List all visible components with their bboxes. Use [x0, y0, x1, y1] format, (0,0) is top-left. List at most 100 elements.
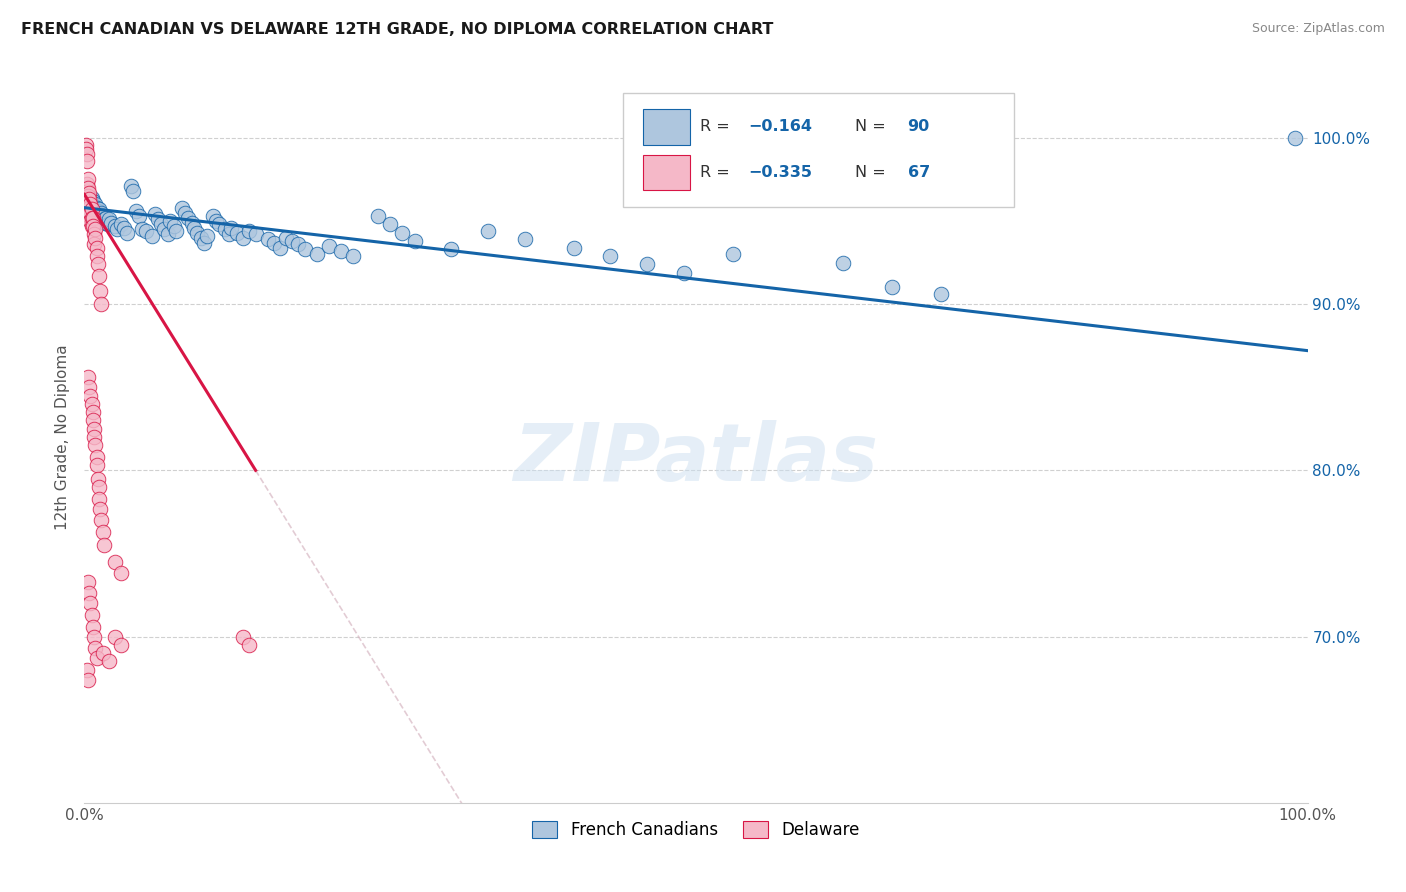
Point: [84, 222, 107, 236]
Point: [77, 172, 100, 186]
Text: −0.335: −0.335: [748, 165, 813, 180]
Point: [219, 220, 242, 235]
Point: [83, 630, 105, 644]
Point: [115, 226, 138, 240]
Point: [214, 222, 236, 236]
Bar: [644, 110, 690, 145]
Point: [477, 224, 499, 238]
Point: [76, 154, 98, 169]
Point: [636, 257, 658, 271]
Point: [125, 204, 148, 219]
Point: [263, 235, 285, 250]
Point: [156, 227, 179, 242]
Point: [91, 209, 114, 223]
Y-axis label: 12th Grade, No Diploma: 12th Grade, No Diploma: [55, 344, 70, 530]
Point: [218, 227, 240, 242]
Point: [75, 137, 97, 152]
Point: [77, 586, 100, 600]
Point: [80, 191, 103, 205]
Text: 67: 67: [908, 165, 929, 180]
Point: [831, 255, 853, 269]
Point: [1284, 131, 1306, 145]
Point: [208, 217, 231, 231]
Point: [84, 197, 107, 211]
Point: [226, 226, 249, 240]
Point: [79, 197, 101, 211]
Point: [86, 249, 108, 263]
Point: [80, 219, 103, 233]
Point: [91, 524, 114, 539]
Point: [172, 201, 194, 215]
Point: [122, 184, 145, 198]
Point: [105, 222, 128, 236]
Point: [79, 596, 101, 610]
Point: [77, 197, 100, 211]
Point: [97, 212, 120, 227]
Point: [173, 205, 195, 219]
Point: [82, 201, 104, 215]
Point: [287, 237, 309, 252]
Point: [305, 247, 328, 261]
Point: [86, 241, 108, 255]
Point: [94, 216, 117, 230]
Point: [342, 249, 364, 263]
Point: [128, 209, 150, 223]
Point: [76, 178, 98, 192]
Point: [89, 211, 111, 225]
Point: [80, 607, 103, 622]
Point: [183, 220, 205, 235]
Point: [83, 237, 105, 252]
Point: [87, 209, 110, 223]
Point: [76, 663, 98, 677]
Point: [80, 202, 103, 217]
Point: [86, 651, 108, 665]
Point: [87, 480, 110, 494]
Point: [77, 180, 100, 194]
Point: [90, 297, 112, 311]
Point: [599, 249, 621, 263]
Point: [276, 230, 298, 244]
Point: [75, 143, 97, 157]
Point: [97, 655, 120, 669]
Point: [83, 199, 105, 213]
Point: [96, 211, 118, 225]
Point: [104, 630, 127, 644]
Point: [82, 413, 104, 427]
Point: [190, 230, 212, 244]
Text: ZIPatlas: ZIPatlas: [513, 420, 879, 498]
Point: [367, 209, 389, 223]
Point: [82, 211, 104, 225]
Point: [82, 194, 104, 208]
Point: [86, 450, 108, 464]
Point: [87, 257, 110, 271]
Point: [257, 232, 280, 246]
Point: [87, 204, 110, 219]
Point: [76, 184, 98, 198]
Point: [84, 230, 107, 244]
Point: [143, 207, 166, 221]
Point: [93, 538, 115, 552]
Point: [77, 186, 100, 200]
Point: [513, 232, 536, 246]
Legend: French Canadians, Delaware: French Canadians, Delaware: [526, 814, 866, 846]
Point: [104, 219, 127, 233]
Point: [90, 513, 112, 527]
Point: [80, 397, 103, 411]
Text: R =: R =: [700, 165, 734, 180]
Point: [238, 638, 260, 652]
Point: [87, 202, 110, 217]
Point: [76, 147, 98, 161]
Point: [150, 217, 173, 231]
Point: [86, 201, 108, 215]
Point: [87, 472, 110, 486]
Point: [83, 422, 105, 436]
Point: [404, 234, 426, 248]
Point: [77, 370, 100, 384]
Point: [391, 226, 413, 240]
Text: R =: R =: [700, 120, 734, 135]
Point: [79, 193, 101, 207]
Point: [104, 555, 127, 569]
Point: [205, 214, 228, 228]
Point: [120, 179, 142, 194]
Point: [82, 619, 104, 633]
